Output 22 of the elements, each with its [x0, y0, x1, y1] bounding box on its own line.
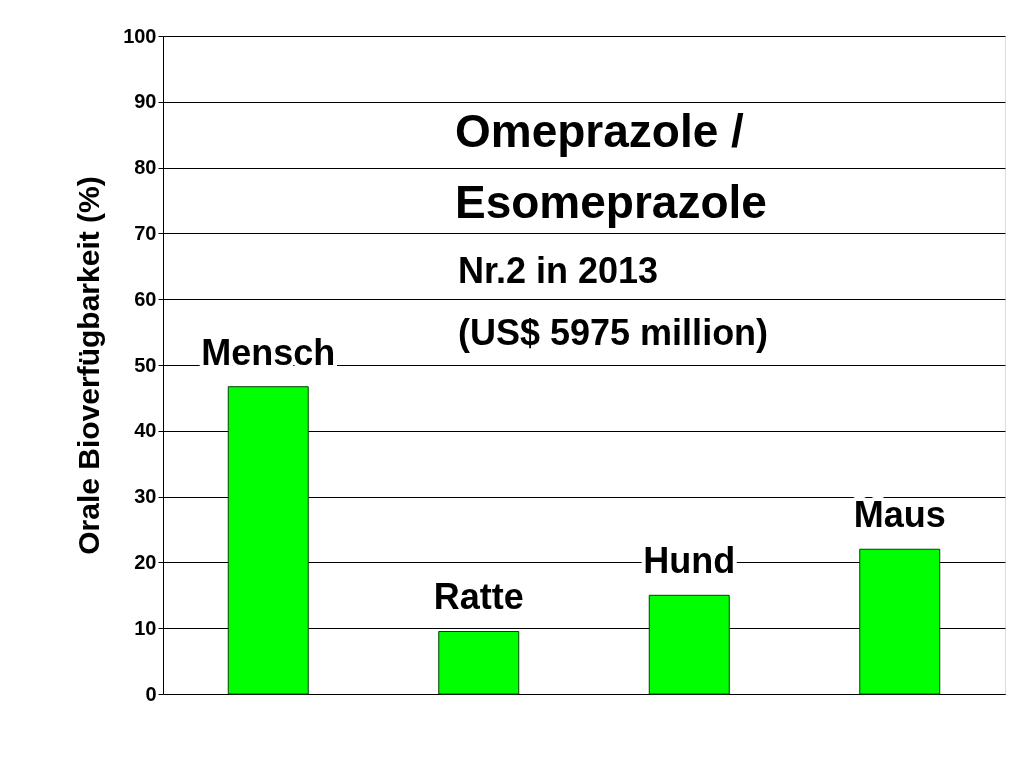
- y-tick-label: 100: [123, 24, 157, 47]
- text: Omeprazole / Esomeprazole: [455, 105, 767, 228]
- bar: [438, 630, 520, 695]
- y-tick-label: 50: [134, 353, 157, 376]
- x-tick-label: Ratte: [433, 576, 524, 618]
- bar: [648, 594, 730, 695]
- y-tick-label: 60: [134, 287, 157, 310]
- annotation: (US$ 5975 million): [458, 312, 769, 353]
- y-tick-label: 70: [134, 221, 157, 244]
- x-tick-label: Mensch: [201, 331, 336, 373]
- y-tick-label: 10: [134, 616, 157, 639]
- y-tick-label: 90: [134, 90, 157, 113]
- x-tick-label: Maus: [853, 494, 946, 536]
- annotation: Nr.2 in 2013: [458, 250, 659, 291]
- y-tick-label: 30: [134, 485, 157, 508]
- y-tick-label: 80: [134, 156, 157, 179]
- y-axis-title: Orale Bioverfügbarkeit (%): [72, 176, 106, 555]
- y-tick-label: 0: [145, 682, 157, 705]
- y-tick-label: 40: [134, 419, 157, 442]
- bar: [859, 548, 941, 695]
- y-tick-label: 20: [134, 550, 157, 573]
- bar: [227, 386, 309, 695]
